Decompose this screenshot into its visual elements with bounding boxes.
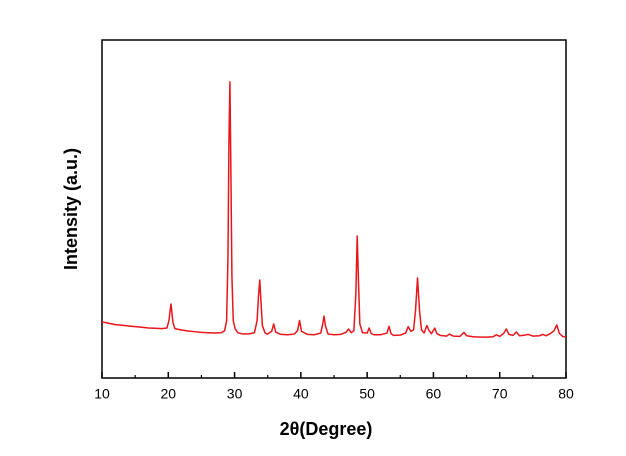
y-axis-label: Intensity (a.u.) <box>61 148 81 270</box>
plot-frame <box>101 39 567 379</box>
data-line <box>101 81 567 338</box>
x-tick-label: 40 <box>293 386 309 402</box>
x-tick-label: 10 <box>94 386 110 402</box>
x-tick-label: 20 <box>160 386 176 402</box>
x-tick-label: 80 <box>558 386 574 402</box>
x-tick-label: 30 <box>227 386 243 402</box>
x-tick-label: 60 <box>426 386 442 402</box>
x-axis-label: 2θ(Degree) <box>280 419 373 439</box>
x-tick-label: 70 <box>492 386 508 402</box>
x-tick-label: 50 <box>359 386 375 402</box>
